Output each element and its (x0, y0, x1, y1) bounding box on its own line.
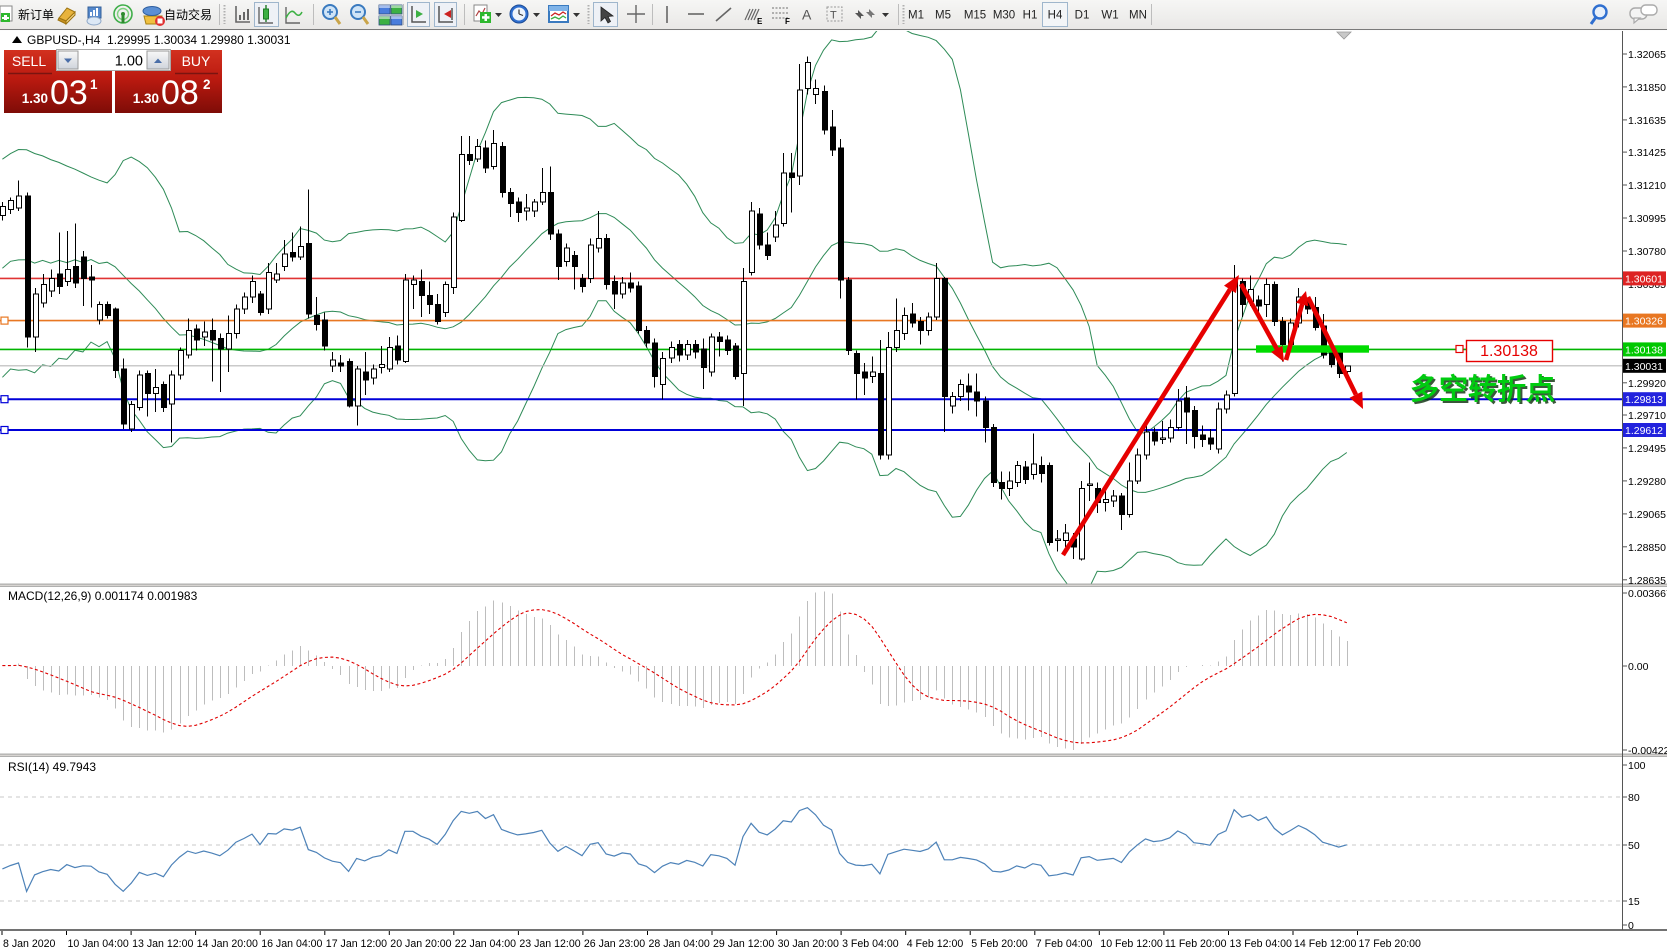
svg-text:1.30326: 1.30326 (1625, 316, 1663, 328)
svg-text:14 Feb 12:00: 14 Feb 12:00 (1294, 938, 1357, 950)
svg-text:1.28635: 1.28635 (1628, 575, 1666, 587)
svg-text:1.29710: 1.29710 (1628, 410, 1666, 422)
svg-text:29 Jan 12:00: 29 Jan 12:00 (713, 938, 774, 950)
svg-text:22 Jan 04:00: 22 Jan 04:00 (455, 938, 516, 950)
svg-text:1.30: 1.30 (22, 91, 48, 106)
svg-text:23 Jan 12:00: 23 Jan 12:00 (519, 938, 580, 950)
svg-text:26 Jan 23:00: 26 Jan 23:00 (584, 938, 645, 950)
svg-text:2: 2 (203, 77, 211, 92)
svg-text:13 Feb 04:00: 13 Feb 04:00 (1230, 938, 1293, 950)
svg-text:F: F (785, 17, 790, 26)
svg-text:13 Jan 12:00: 13 Jan 12:00 (132, 938, 193, 950)
svg-text:1: 1 (90, 77, 98, 92)
svg-text:-0.00422: -0.00422 (1628, 745, 1667, 757)
svg-text:0: 0 (1628, 920, 1634, 932)
svg-text:BUY: BUY (182, 53, 211, 69)
svg-text:MACD(12,26,9) 0.001174 0.00198: MACD(12,26,9) 0.001174 0.001983 (8, 589, 198, 603)
svg-text:15: 15 (1628, 896, 1640, 908)
svg-text:RSI(14) 49.7943: RSI(14) 49.7943 (8, 760, 96, 774)
svg-text:H1: H1 (1023, 10, 1038, 22)
svg-text:MN: MN (1129, 10, 1147, 22)
svg-text:1.31635: 1.31635 (1628, 115, 1666, 127)
svg-text:D1: D1 (1075, 10, 1090, 22)
svg-text:自动交易: 自动交易 (164, 7, 212, 22)
svg-text:1.31210: 1.31210 (1628, 180, 1666, 192)
svg-text:5 Feb 20:00: 5 Feb 20:00 (971, 938, 1028, 950)
svg-text:M5: M5 (935, 10, 951, 22)
svg-text:T: T (830, 10, 837, 22)
svg-text:1.29280: 1.29280 (1628, 476, 1666, 488)
svg-text:1.30: 1.30 (133, 91, 159, 106)
svg-text:1.31425: 1.31425 (1628, 147, 1666, 159)
svg-text:80: 80 (1628, 792, 1640, 804)
svg-text:1.29813: 1.29813 (1625, 394, 1663, 406)
svg-text:14 Jan 20:00: 14 Jan 20:00 (197, 938, 258, 950)
svg-text:50: 50 (1628, 840, 1640, 852)
svg-text:17 Feb 20:00: 17 Feb 20:00 (1359, 938, 1422, 950)
svg-text:16 Jan 04:00: 16 Jan 04:00 (261, 938, 322, 950)
svg-text:4 Feb 12:00: 4 Feb 12:00 (907, 938, 964, 950)
svg-text:新订单: 新订单 (18, 7, 54, 22)
svg-text:多空转折点: 多空转折点 (1410, 372, 1555, 406)
svg-text:100: 100 (1628, 760, 1646, 772)
svg-text:1.30031: 1.30031 (1625, 361, 1663, 373)
svg-text:1.30995: 1.30995 (1628, 213, 1666, 225)
svg-text:1.31850: 1.31850 (1628, 82, 1666, 94)
svg-text:M1: M1 (908, 10, 924, 22)
svg-text:7 Feb 04:00: 7 Feb 04:00 (1036, 938, 1093, 950)
svg-text:SELL: SELL (12, 53, 46, 69)
svg-text:10 Feb 12:00: 10 Feb 12:00 (1100, 938, 1163, 950)
svg-text:1.30601: 1.30601 (1625, 273, 1663, 285)
svg-text:W1: W1 (1101, 10, 1118, 22)
svg-text:0.003667: 0.003667 (1628, 588, 1667, 600)
svg-text:28 Jan 04:00: 28 Jan 04:00 (649, 938, 710, 950)
svg-text:30 Jan 20:00: 30 Jan 20:00 (778, 938, 839, 950)
svg-text:GBPUSD-,H4 1.29995 1.30034 1.: GBPUSD-,H4 1.29995 1.30034 1.29980 1.300… (27, 33, 291, 47)
svg-text:M15: M15 (964, 10, 986, 22)
svg-text:1.30138: 1.30138 (1625, 344, 1663, 356)
svg-text:多空转折点: 多空转折点 (1412, 374, 1557, 408)
svg-text:H4: H4 (1048, 10, 1063, 22)
svg-text:A: A (802, 7, 812, 23)
svg-text:1.29612: 1.29612 (1625, 425, 1663, 437)
svg-text:1.00: 1.00 (115, 54, 143, 70)
svg-text:E: E (757, 17, 763, 26)
svg-text:17 Jan 12:00: 17 Jan 12:00 (326, 938, 387, 950)
svg-text:3 Feb 04:00: 3 Feb 04:00 (842, 938, 899, 950)
svg-text:03: 03 (50, 74, 88, 112)
svg-text:0.00: 0.00 (1628, 661, 1649, 673)
svg-text:1.30780: 1.30780 (1628, 246, 1666, 258)
svg-text:11 Feb 20:00: 11 Feb 20:00 (1165, 938, 1227, 950)
svg-text:1.29920: 1.29920 (1628, 378, 1666, 390)
svg-text:1.32065: 1.32065 (1628, 49, 1666, 61)
svg-text:M30: M30 (993, 10, 1015, 22)
svg-text:08: 08 (161, 74, 199, 112)
svg-text:1.29495: 1.29495 (1628, 443, 1666, 455)
svg-text:1.28850: 1.28850 (1628, 542, 1666, 554)
svg-text:20 Jan 20:00: 20 Jan 20:00 (390, 938, 451, 950)
svg-text:1.30138: 1.30138 (1480, 343, 1538, 360)
svg-text:10 Jan 04:00: 10 Jan 04:00 (68, 938, 129, 950)
svg-text:1.29065: 1.29065 (1628, 509, 1666, 521)
svg-text:8 Jan 2020: 8 Jan 2020 (3, 938, 56, 950)
